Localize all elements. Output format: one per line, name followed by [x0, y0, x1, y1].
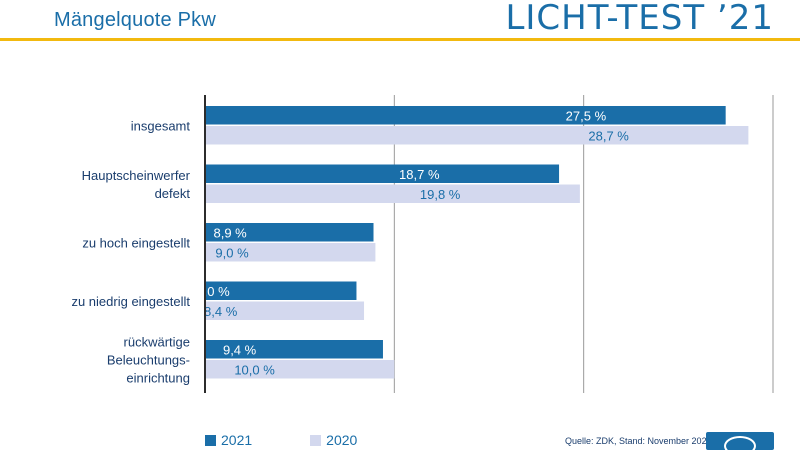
bar-2020-0: [205, 126, 749, 145]
bar-2020-4: [205, 360, 395, 379]
data-label-2021-0: 27,5 %: [566, 108, 607, 123]
bar-2021-2: [205, 223, 374, 242]
category-label-2-0: zu hoch eingestellt: [82, 235, 190, 250]
legend-item-2020: 2020: [310, 432, 357, 448]
category-label-4-0: rückwärtige: [124, 334, 190, 349]
data-label-2021-4: 9,4 %: [223, 342, 257, 357]
legend-item-2021: 2021: [205, 432, 252, 448]
bar-2021-4: [205, 340, 383, 359]
category-label-4-1: Beleuchtungs-: [107, 352, 190, 367]
legend-swatch-2021: [205, 434, 216, 446]
legend: 2021 2020: [205, 432, 415, 448]
category-label-1-1: defekt: [155, 186, 191, 201]
bar-2020-2: [205, 243, 376, 262]
brand-logo-text: LICHT-TEST ’21: [505, 0, 774, 38]
bar-2021-1: [205, 164, 560, 183]
legend-swatch-2020: [310, 434, 322, 446]
bar-2021-0: [205, 106, 726, 125]
category-label-4-2: einrichtung: [126, 370, 190, 385]
bar-2020-1: [205, 184, 580, 203]
header-divider: [0, 38, 800, 41]
data-label-2021-2: 8,9 %: [214, 225, 248, 240]
legend-label-2021: 2021: [221, 432, 253, 448]
data-label-2020-2: 9,0 %: [215, 245, 249, 260]
data-label-2021-1: 18,7 %: [399, 167, 440, 182]
data-label-2020-0: 28,7 %: [588, 128, 629, 143]
bar-2020-3: [205, 301, 365, 320]
data-label-2020-3: 8,4 %: [204, 304, 238, 319]
data-label-2020-4: 10,0 %: [234, 362, 275, 377]
legend-label-2020: 2020: [326, 432, 358, 448]
data-label-2020-1: 19,8 %: [420, 187, 461, 202]
organization-logo: [706, 432, 774, 450]
bar-2021-3: [205, 281, 357, 300]
category-label-0-0: insgesamt: [131, 118, 191, 133]
chart-title: Mängelquote Pkw: [54, 9, 216, 31]
data-label-2021-3: 8,0 %: [196, 284, 230, 299]
category-label-3-0: zu niedrig eingestellt: [71, 294, 190, 309]
category-label-1-0: Hauptscheinwerfer: [82, 168, 191, 183]
source-note: Quelle: ZDK, Stand: November 2021: [565, 436, 712, 446]
